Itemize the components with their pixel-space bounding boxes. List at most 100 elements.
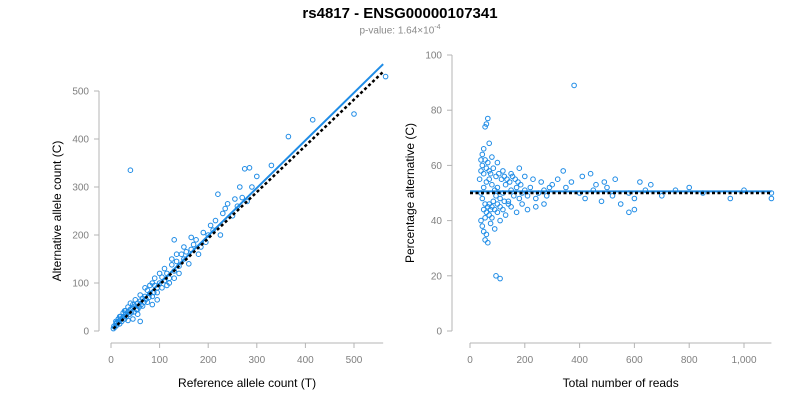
percentage-data-point	[486, 176, 493, 182]
percentage-data-point	[587, 170, 594, 177]
allele-data-point	[224, 201, 231, 207]
percentage-data-point	[626, 209, 632, 216]
percentage-data-point	[502, 212, 509, 218]
allele-data-point	[137, 292, 143, 298]
allele-data-point	[200, 229, 207, 236]
percentage-data-point	[501, 198, 508, 205]
allele-data-point	[186, 261, 192, 267]
allele-data-point	[241, 166, 248, 172]
percentage-data-point	[478, 157, 484, 163]
allele-data-point	[116, 313, 123, 320]
p-value-exponent: -4	[434, 24, 441, 31]
percentage-data-point	[543, 193, 550, 199]
allele-x-axis-title: Reference allele count (T)	[178, 376, 316, 390]
allele-data-point	[139, 303, 146, 309]
allele-data-point	[169, 262, 175, 268]
allele-data-point	[212, 217, 219, 224]
percentage-data-point	[601, 179, 608, 185]
percentage-data-point	[482, 215, 488, 221]
allele-y-tick-label: 0	[83, 327, 89, 338]
percentage-data-point	[487, 170, 494, 177]
allele-data-point	[169, 256, 175, 262]
percentage-data-point	[582, 195, 588, 202]
percentage-data-point	[527, 184, 534, 191]
percentage-data-point	[593, 181, 599, 188]
figure-title: rs4817 - ENSG00000107341	[302, 5, 498, 22]
percentage-data-point	[502, 181, 509, 188]
percentage-data-point	[485, 239, 491, 246]
percentage-data-point	[505, 201, 512, 207]
percentage-data-point	[727, 195, 734, 202]
percentage-data-point	[476, 176, 483, 182]
allele-count-panel: 0 100 200 300 400 500 0 100 200 300 400 500 Referenc…	[50, 63, 389, 390]
percentage-data-point	[604, 184, 610, 191]
percentage-data-point	[541, 201, 547, 207]
percentage-data-point	[490, 165, 497, 171]
percentage-data-point	[494, 209, 501, 216]
allele-data-point	[142, 285, 148, 291]
percentage-y-axis-title: Percentage alternative (C)	[403, 123, 417, 263]
percentage-data-point	[686, 184, 693, 191]
allele-data-point	[154, 289, 160, 296]
percentage-data-point	[497, 195, 503, 202]
percentage-data-point	[612, 176, 619, 182]
percentage-data-point	[560, 168, 567, 174]
percentage-data-point	[491, 226, 498, 232]
percentage-y-tick-label: 0	[436, 327, 442, 338]
percentage-data-point	[609, 193, 616, 199]
percentage-data-point	[494, 184, 501, 191]
allele-data-point	[149, 293, 156, 300]
percentage-data-point	[485, 115, 491, 122]
allele-y-tick-label: 400	[72, 135, 89, 146]
percentage-data-point	[478, 168, 484, 174]
percentage-x-tick-label: 200	[516, 355, 533, 366]
percentage-data-point	[533, 195, 539, 202]
percentage-data-point	[546, 184, 553, 191]
percentage-data-point	[493, 173, 499, 180]
percentage-data-point	[497, 217, 503, 224]
allele-data-point	[171, 275, 177, 282]
percentage-x-tick-label: 800	[681, 355, 698, 366]
percentage-data-point	[480, 146, 487, 152]
percentage-data-point	[513, 209, 520, 216]
percentage-data-point	[490, 198, 497, 205]
percentage-data-point	[522, 187, 528, 193]
percentage-data-point	[563, 184, 569, 191]
allele-data-point	[134, 311, 141, 318]
allele-data-point	[188, 234, 194, 241]
percentage-data-point	[517, 181, 524, 188]
percentage-data-point	[486, 168, 493, 174]
percentage-data-point	[489, 154, 495, 160]
percentage-data-point	[486, 140, 493, 147]
allele-y-tick-label: 300	[72, 183, 89, 194]
percentage-data-point	[482, 237, 488, 243]
allele-data-point	[132, 297, 139, 303]
percentage-data-point	[516, 165, 523, 171]
percentage-data-point	[515, 179, 521, 185]
percentage-data-point	[538, 179, 545, 185]
percentage-data-point	[485, 159, 491, 166]
percentage-data-point	[489, 204, 495, 210]
percentage-data-point	[554, 176, 561, 182]
percentage-data-point	[479, 223, 486, 229]
allele-data-point	[181, 244, 187, 250]
percentage-data-point	[489, 215, 495, 221]
percentage-data-point	[480, 206, 487, 213]
allele-reference-line	[112, 70, 385, 330]
allele-data-point	[234, 203, 241, 209]
allele-data-point	[127, 167, 134, 173]
percentage-y-tick-label: 40	[431, 216, 443, 227]
percentage-data-point	[483, 165, 490, 171]
allele-data-point	[137, 318, 143, 325]
percentage-data-point	[498, 176, 505, 182]
percentage-data-point	[482, 124, 488, 130]
percentage-data-point	[508, 170, 514, 177]
percentage-data-point	[524, 206, 531, 213]
percentage-data-point	[479, 162, 486, 169]
allele-data-point	[171, 237, 177, 243]
percentage-x-tick-label: 0	[467, 355, 473, 366]
percentage-data-point	[487, 206, 494, 213]
allele-data-point	[222, 205, 228, 212]
